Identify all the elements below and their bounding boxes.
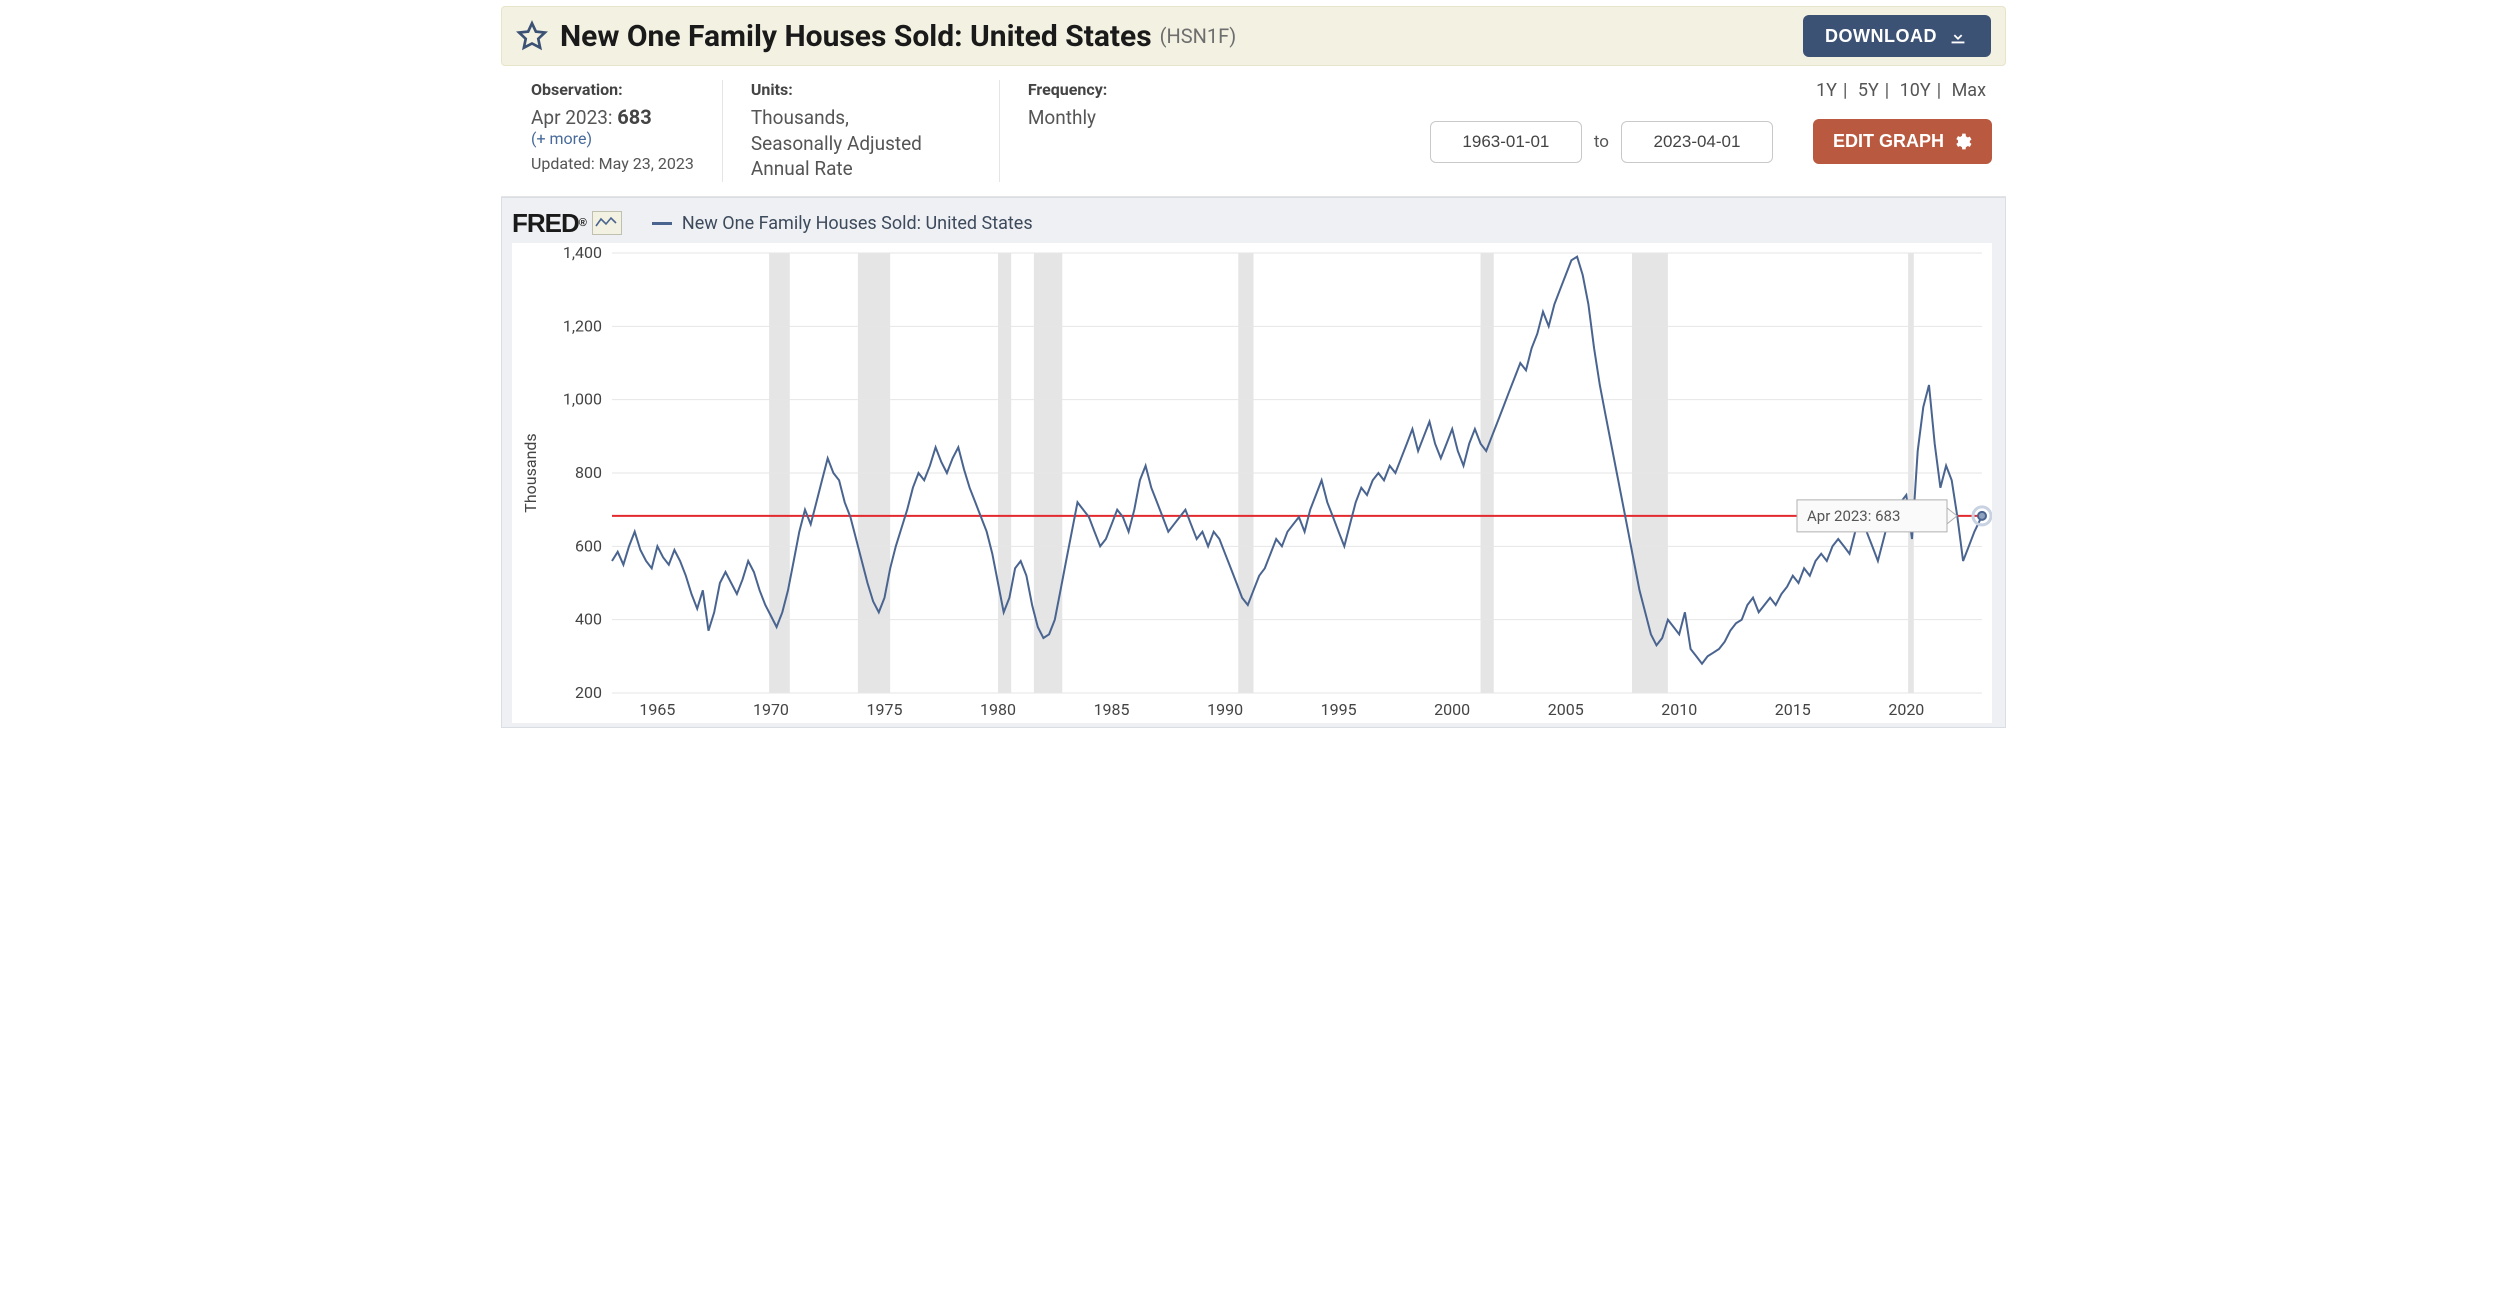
frequency-label: Frequency: [1028, 80, 1107, 99]
svg-text:1980: 1980 [980, 700, 1016, 719]
download-icon [1947, 25, 1969, 47]
range-10y[interactable]: 10Y [1894, 80, 1937, 101]
range-1y[interactable]: 1Y [1810, 80, 1843, 101]
range-max[interactable]: Max [1946, 80, 1992, 101]
chart-mini-icon [592, 211, 622, 235]
svg-text:2010: 2010 [1661, 700, 1697, 719]
series-id: (HSN1F) [1160, 24, 1237, 48]
chart-legend: FRED® New One Family Houses Sold: United… [512, 208, 1995, 239]
chart-area: FRED® New One Family Houses Sold: United… [501, 197, 2006, 728]
range-5y[interactable]: 5Y [1852, 80, 1885, 101]
frequency-text: Monthly [1028, 105, 1107, 131]
edit-graph-button[interactable]: EDIT GRAPH [1813, 119, 1992, 164]
svg-text:1970: 1970 [753, 700, 789, 719]
favorite-star-icon[interactable] [516, 20, 548, 52]
observation-value: 683 [617, 105, 651, 129]
legend-dash [652, 222, 672, 225]
observation-updated: Updated: May 23, 2023 [531, 154, 694, 173]
svg-text:Thousands: Thousands [521, 433, 540, 512]
edit-graph-label: EDIT GRAPH [1833, 131, 1944, 152]
svg-text:1985: 1985 [1094, 700, 1130, 719]
svg-text:1995: 1995 [1321, 700, 1357, 719]
legend-series-label: New One Family Houses Sold: United State… [682, 213, 1033, 234]
observation-block: Observation: Apr 2023: 683 (+ more) Upda… [501, 80, 723, 182]
svg-text:2005: 2005 [1548, 700, 1584, 719]
date-to-input[interactable] [1621, 121, 1773, 163]
frequency-block: Frequency: Monthly [1000, 80, 1135, 182]
units-text: Thousands, Seasonally Adjusted Annual Ra… [751, 105, 971, 182]
svg-text:2020: 2020 [1888, 700, 1924, 719]
svg-text:1,400: 1,400 [563, 243, 602, 262]
date-to-label: to [1594, 132, 1609, 152]
svg-text:1,000: 1,000 [563, 390, 602, 409]
date-from-input[interactable] [1430, 121, 1582, 163]
observation-period: Apr 2023: [531, 106, 613, 129]
svg-text:400: 400 [575, 610, 602, 629]
line-chart[interactable]: 200 400 600 800 1,000 1,200 1,400 1965 1970 1975 1… [512, 243, 1992, 723]
observation-more-link[interactable]: (+ more) [531, 129, 694, 148]
svg-text:1965: 1965 [639, 700, 675, 719]
svg-text:2000: 2000 [1434, 700, 1470, 719]
units-block: Units: Thousands, Seasonally Adjusted An… [723, 80, 1000, 182]
svg-text:1975: 1975 [867, 700, 903, 719]
page-title: New One Family Houses Sold: United State… [560, 19, 1152, 54]
info-row: Observation: Apr 2023: 683 (+ more) Upda… [501, 70, 2006, 197]
right-controls: 1Y| 5Y| 10Y| Max to EDIT GRAPH [1430, 80, 2006, 182]
svg-text:2015: 2015 [1775, 700, 1811, 719]
gear-icon [1952, 132, 1972, 152]
observation-label: Observation: [531, 80, 694, 99]
svg-text:800: 800 [575, 463, 602, 482]
svg-text:600: 600 [575, 536, 602, 555]
svg-text:1990: 1990 [1207, 700, 1243, 719]
svg-text:1,200: 1,200 [563, 316, 602, 335]
svg-text:200: 200 [575, 683, 602, 702]
units-label: Units: [751, 80, 971, 99]
title-bar: New One Family Houses Sold: United State… [501, 6, 2006, 66]
download-button[interactable]: DOWNLOAD [1803, 15, 1991, 57]
range-links: 1Y| 5Y| 10Y| Max [1810, 80, 1992, 101]
fred-logo: FRED® [512, 208, 622, 239]
svg-text:Apr 2023: 683: Apr 2023: 683 [1807, 507, 1900, 525]
download-button-label: DOWNLOAD [1825, 26, 1937, 47]
